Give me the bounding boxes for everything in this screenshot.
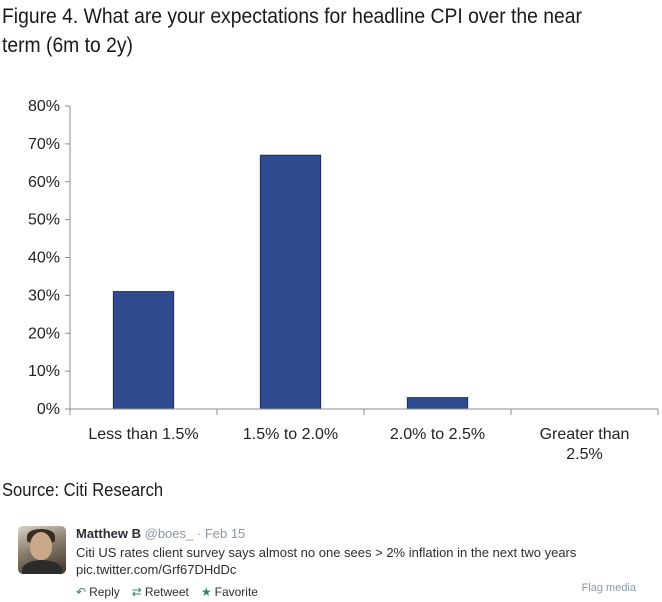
y-tick-label: 40% [28,250,60,267]
figure-title: Figure 4. What are your expectations for… [2,5,582,57]
tweet-body: Citi US rates client survey says almost … [76,544,646,578]
favorite-label: Favorite [214,585,258,599]
bar [406,397,469,410]
tweet-text: Citi US rates client survey says almost … [76,545,577,560]
y-tick-label: 0% [37,401,60,418]
star-icon: ★ [200,585,212,599]
x-axis: Less than 1.5% 1.5% to 2.0% 2.0% to 2.5% Gr… [69,408,659,463]
y-tick-label: 20% [28,325,60,342]
tweet-author-name[interactable]: Matthew B [76,526,141,541]
flag-media-link[interactable]: Flag media [581,582,636,594]
reply-button[interactable]: ↶ Reply [76,585,120,599]
retweet-icon: ⇄ [131,585,142,599]
y-tick-label: 70% [28,136,60,153]
retweet-label: Retweet [144,585,189,599]
avatar[interactable] [18,526,66,574]
avatar-head [30,532,52,560]
favorite-button[interactable]: ★ Favorite [201,585,258,599]
reply-arrow-icon: ↶ [76,585,87,599]
avatar-body [22,560,62,574]
x-category-label: 1.5% to 2.0% [243,426,338,443]
reply-label: Reply [89,585,120,599]
tweet-link[interactable]: pic.twitter.com/Grf67DHdDc [76,562,237,577]
tweet-header: Matthew B @boes_ · Feb 15 [76,526,245,541]
y-tick-label: 60% [28,174,60,191]
bars-group [112,154,469,410]
bar [259,154,322,410]
source-note: Source: Citi Research [2,480,164,500]
x-category-label: Greater than 2.5% [540,426,630,463]
y-tick-label: 10% [28,363,60,380]
tweet-card: Matthew B @boes_ · Feb 15 Citi US rates … [0,518,662,602]
bar [112,291,175,410]
y-axis: 0% 10% 20% 30% 40% 50% 60% 70% 80% [28,98,71,418]
tweet-author-handle[interactable]: @boes_ [144,526,194,541]
y-tick-label: 30% [28,287,60,304]
tweet-date[interactable]: · Feb 15 [196,526,246,541]
bar-chart: 0% 10% 20% 30% 40% 50% 60% 70% 80% Less than 1.5… [28,98,659,463]
y-tick-label: 80% [28,98,60,115]
y-tick-label: 50% [28,212,60,229]
x-category-label: Less than 1.5% [88,426,198,443]
x-category-label: 2.0% to 2.5% [390,426,485,443]
tweet-actions: ↶ Reply ⇄ Retweet ★ Favorite [76,585,258,599]
retweet-button[interactable]: ⇄ Retweet [132,585,189,599]
